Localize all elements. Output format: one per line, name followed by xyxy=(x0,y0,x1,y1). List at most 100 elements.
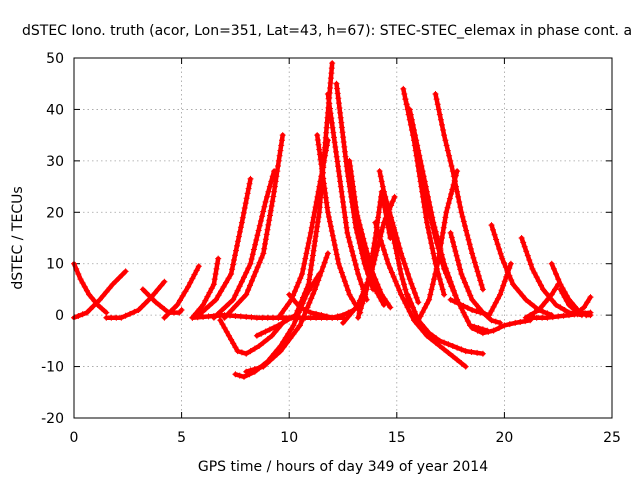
data-point xyxy=(437,116,444,123)
data-point xyxy=(241,205,248,211)
data-point xyxy=(228,271,235,277)
data-point xyxy=(218,288,225,295)
data-point xyxy=(151,290,158,297)
data-point xyxy=(217,317,224,324)
data-point xyxy=(475,272,482,279)
data-point xyxy=(411,290,418,296)
data-point xyxy=(337,109,344,116)
data-point xyxy=(324,209,331,216)
data-point xyxy=(494,295,501,302)
data-point xyxy=(204,293,211,300)
data-point xyxy=(313,281,320,288)
data-point xyxy=(391,193,398,200)
data-point xyxy=(358,281,365,288)
data-point xyxy=(467,292,474,299)
data-point xyxy=(266,217,273,224)
data-point xyxy=(281,305,288,312)
data-point xyxy=(232,344,239,351)
data-point xyxy=(455,193,462,200)
data-point xyxy=(343,282,350,289)
data-point xyxy=(439,121,445,128)
data-point xyxy=(492,318,499,325)
data-point xyxy=(222,303,229,310)
data-point xyxy=(309,257,316,264)
data-point xyxy=(83,309,90,316)
data-point xyxy=(174,301,181,308)
data-point xyxy=(271,188,278,195)
data-point xyxy=(290,331,297,337)
data-point xyxy=(373,224,380,231)
data-point xyxy=(473,263,480,270)
data-point xyxy=(220,283,227,290)
data-point xyxy=(320,175,327,182)
data-point xyxy=(314,137,321,143)
data-point xyxy=(346,291,353,298)
data-point xyxy=(464,318,471,325)
data-point xyxy=(425,224,431,231)
data-point xyxy=(301,290,308,297)
data-point xyxy=(315,188,322,195)
data-point xyxy=(388,214,395,221)
data-point xyxy=(447,296,454,303)
data-point xyxy=(440,127,447,133)
data-point xyxy=(164,311,171,318)
data-point xyxy=(270,354,277,361)
series-2 xyxy=(103,278,168,321)
data-point xyxy=(380,188,387,195)
data-point xyxy=(307,314,314,321)
data-point xyxy=(250,273,257,280)
data-point xyxy=(331,134,337,141)
data-point xyxy=(339,193,346,200)
data-point xyxy=(356,297,363,304)
data-point xyxy=(189,314,196,321)
data-point xyxy=(582,310,589,317)
data-point xyxy=(408,300,415,307)
data-point xyxy=(523,248,530,255)
data-point xyxy=(526,257,533,263)
data-point xyxy=(344,287,351,294)
data-point xyxy=(267,212,273,219)
tick-labels: 0 5 10 15 20 25 -20 -10 0 10 20 30 40 50 xyxy=(41,51,621,446)
data-point xyxy=(409,121,416,128)
data-point xyxy=(490,303,497,310)
data-point xyxy=(402,300,409,307)
data-point xyxy=(330,129,337,136)
data-point xyxy=(253,314,260,321)
data-point xyxy=(318,161,325,168)
data-point xyxy=(261,245,268,252)
data-point xyxy=(302,255,309,262)
data-point xyxy=(270,314,277,321)
data-point xyxy=(433,96,440,103)
data-point xyxy=(335,260,342,267)
data-point xyxy=(444,269,451,276)
data-point xyxy=(409,304,416,311)
data-point xyxy=(88,295,95,301)
data-point xyxy=(353,266,360,273)
data-point xyxy=(234,287,241,294)
series-9 xyxy=(217,317,288,357)
data-point xyxy=(357,305,364,312)
data-point xyxy=(313,314,320,321)
data-point xyxy=(103,289,110,295)
data-point xyxy=(465,288,472,295)
data-point xyxy=(327,223,334,230)
data-point xyxy=(355,217,362,224)
data-point xyxy=(215,255,222,262)
series-markers xyxy=(488,222,555,319)
data-point xyxy=(157,302,164,309)
series-markers xyxy=(195,175,254,319)
data-point xyxy=(479,330,486,337)
x-tick-label: 5 xyxy=(177,430,186,446)
data-point xyxy=(246,180,253,187)
data-point xyxy=(307,229,314,236)
x-tick-label: 20 xyxy=(495,430,513,446)
x-axis-label: GPS time / hours of day 349 of year 2014 xyxy=(198,459,488,475)
data-point xyxy=(380,219,387,226)
data-point xyxy=(93,299,100,306)
data-point xyxy=(340,139,347,145)
data-point xyxy=(430,219,437,226)
data-point xyxy=(161,278,168,285)
data-point xyxy=(81,283,88,290)
data-point xyxy=(452,248,459,255)
data-point xyxy=(390,224,397,231)
